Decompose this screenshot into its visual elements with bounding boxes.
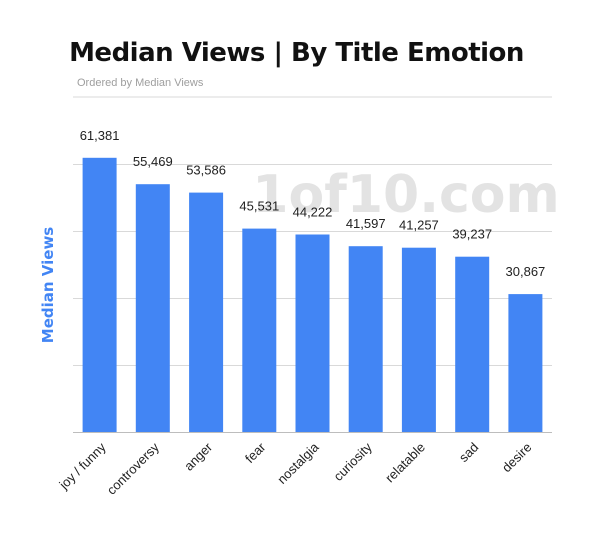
x-tick-label: relatable xyxy=(382,440,428,486)
bar-sad xyxy=(455,256,490,432)
bar-relatable xyxy=(401,247,436,432)
x-tick-label: controversy xyxy=(104,439,162,497)
data-label: 44,222 xyxy=(293,205,333,220)
y-axis-label: Median Views xyxy=(39,227,57,344)
x-tick-label: nostalgia xyxy=(274,439,322,487)
watermark: 1of10.com xyxy=(252,165,559,225)
x-tick-label: desire xyxy=(499,440,535,476)
data-label: 55,469 xyxy=(133,154,173,169)
x-tick-label: curiosity xyxy=(330,439,375,484)
bar-nostalgia xyxy=(295,234,330,432)
chart-title: Median Views | By Title Emotion xyxy=(69,38,524,68)
bar-curiosity xyxy=(348,246,383,432)
bar-desire xyxy=(508,294,543,432)
x-tick-label: joy / funny xyxy=(56,439,110,493)
data-label: 61,381 xyxy=(80,128,120,143)
bars xyxy=(82,157,543,433)
data-label: 41,257 xyxy=(399,218,439,233)
bar-anger xyxy=(189,192,224,432)
x-tick-label: anger xyxy=(181,439,216,474)
bar-controversy xyxy=(135,184,170,432)
chart-subtitle: Ordered by Median Views xyxy=(77,77,204,89)
data-label: 53,586 xyxy=(186,163,226,178)
x-tick-label: fear xyxy=(242,439,269,466)
bar-joy-funny xyxy=(82,157,117,433)
data-label: 45,531 xyxy=(239,199,279,214)
data-label: 41,597 xyxy=(346,216,386,231)
data-label: 39,237 xyxy=(452,227,492,242)
data-labels: 61,381 55,469 53,586 45,531 44,222 41,597 41,2… xyxy=(80,128,546,279)
bar-fear xyxy=(242,228,277,432)
data-label: 30,867 xyxy=(506,264,546,279)
x-tick-label: sad xyxy=(456,440,481,465)
